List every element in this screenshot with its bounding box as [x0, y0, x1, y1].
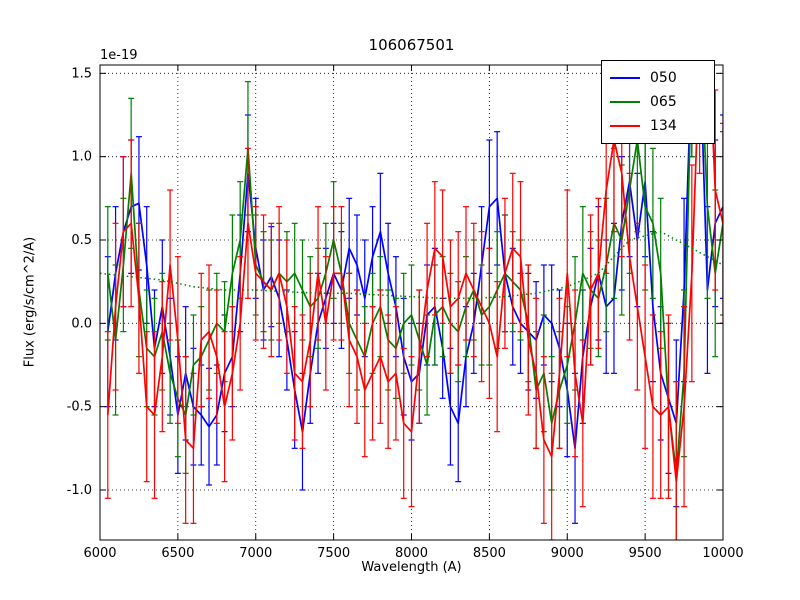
- legend-line-065: [610, 101, 640, 103]
- y-tick-label: 1.0: [71, 150, 92, 165]
- legend-item-050: 050: [610, 66, 706, 90]
- legend-item-134: 134: [610, 114, 706, 138]
- legend-line-134: [610, 125, 640, 127]
- y-tick-label: 0.5: [71, 233, 92, 248]
- smooth-line-065-smoothed: [100, 230, 723, 300]
- x-tick-label: 9000: [551, 546, 584, 561]
- x-tick-label: 7000: [239, 546, 272, 561]
- legend-label-134: 134: [650, 118, 677, 134]
- legend-label-050: 050: [650, 70, 677, 86]
- x-tick-label: 10000: [702, 546, 743, 561]
- series-group: [100, 65, 723, 540]
- legend-line-050: [610, 77, 640, 79]
- x-tick-label: 7500: [317, 546, 350, 561]
- legend-item-065: 065: [610, 90, 706, 114]
- x-tick-label: 8500: [473, 546, 506, 561]
- series-line-134: [106, 65, 723, 483]
- y-tick-label: 0.0: [71, 316, 92, 331]
- y-tick-label: -0.5: [67, 400, 92, 415]
- legend-label-065: 065: [650, 94, 677, 110]
- legend: 050 065 134: [601, 60, 715, 144]
- y-tick-label: -1.0: [67, 483, 92, 498]
- plot-title: 106067501: [368, 36, 455, 54]
- x-tick-label: 6500: [161, 546, 194, 561]
- x-axis-label: Wavelength (A): [361, 560, 462, 575]
- y-tick-label: 1.5: [71, 66, 92, 81]
- x-tick-label: 8000: [395, 546, 428, 561]
- x-tick-label: 9500: [629, 546, 662, 561]
- y-axis-offset-label: 1e-19: [100, 48, 138, 63]
- x-tick-label: 6000: [83, 546, 116, 561]
